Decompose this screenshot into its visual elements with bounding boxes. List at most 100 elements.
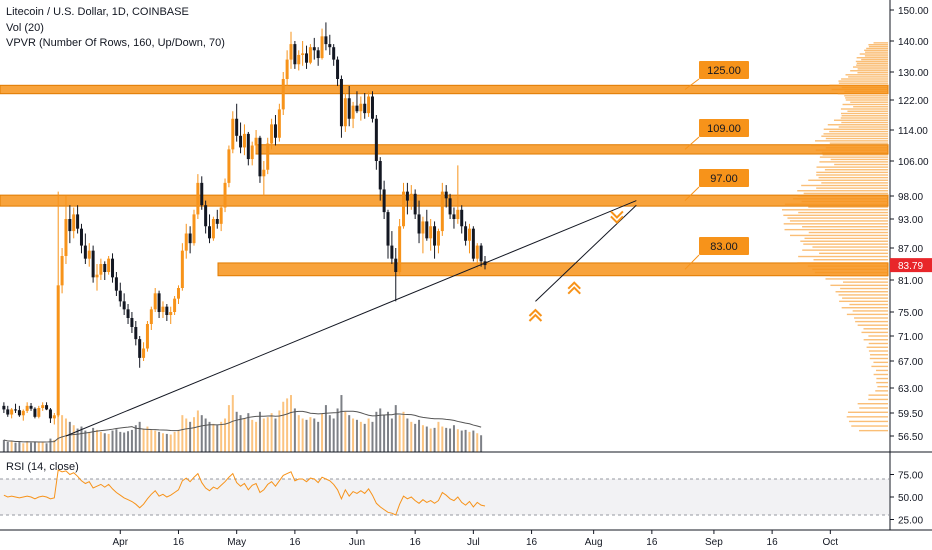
candle[interactable] [180, 243, 184, 291]
candle[interactable] [305, 45, 309, 69]
candle[interactable] [336, 56, 340, 87]
double-chevron-up-marker[interactable] [567, 281, 581, 295]
candle[interactable] [436, 228, 440, 254]
candle[interactable] [45, 402, 49, 411]
candle[interactable] [6, 405, 10, 417]
rsi-line[interactable] [3, 469, 486, 516]
rsi-indicator-label[interactable]: RSI (14, close) [6, 461, 79, 473]
candle[interactable] [413, 189, 417, 219]
candle[interactable] [235, 103, 239, 142]
candle[interactable] [316, 47, 320, 66]
candle[interactable] [134, 321, 138, 346]
candle[interactable] [29, 403, 33, 411]
candle[interactable] [157, 290, 161, 318]
candle[interactable] [165, 304, 169, 321]
candle[interactable] [161, 301, 165, 318]
candle[interactable] [374, 115, 378, 170]
candle[interactable] [394, 248, 398, 302]
candle[interactable] [421, 216, 425, 254]
candle[interactable] [204, 200, 208, 234]
candle[interactable] [118, 282, 122, 307]
level-label-83.00[interactable]: 83.00 [684, 237, 749, 270]
candle[interactable] [145, 321, 149, 352]
candle[interactable] [2, 402, 6, 413]
candle[interactable] [367, 91, 371, 117]
candle[interactable] [122, 293, 126, 315]
candle[interactable] [382, 180, 386, 219]
candle[interactable] [285, 50, 289, 86]
candle[interactable] [409, 185, 413, 210]
candle[interactable] [149, 306, 153, 330]
candle[interactable] [83, 233, 87, 265]
candle[interactable] [231, 111, 235, 154]
candle[interactable] [95, 264, 99, 291]
candle[interactable] [208, 214, 212, 244]
zone-83.00[interactable] [217, 262, 889, 277]
candle[interactable] [21, 409, 25, 421]
candle[interactable] [281, 72, 285, 115]
trendline-1[interactable] [65, 200, 637, 437]
candle[interactable] [91, 245, 95, 283]
candle[interactable] [363, 93, 367, 119]
candle[interactable] [262, 161, 266, 196]
candle[interactable] [258, 135, 262, 183]
candle[interactable] [277, 103, 281, 142]
candle[interactable] [448, 193, 452, 219]
candle[interactable] [405, 182, 409, 215]
candle[interactable] [460, 205, 464, 234]
candle[interactable] [169, 306, 173, 324]
candle[interactable] [138, 336, 142, 368]
candle[interactable] [188, 226, 192, 254]
candle[interactable] [211, 216, 215, 241]
candle[interactable] [48, 408, 52, 423]
candle[interactable] [398, 219, 402, 275]
candle[interactable] [351, 101, 355, 129]
candle[interactable] [467, 223, 471, 254]
double-chevron-down-marker[interactable] [610, 210, 624, 224]
candle[interactable] [142, 342, 146, 361]
candle[interactable] [250, 141, 254, 166]
candle[interactable] [56, 191, 60, 417]
zone-97.00[interactable] [0, 194, 889, 207]
candle[interactable] [126, 304, 130, 324]
candle[interactable] [297, 50, 301, 71]
candle[interactable] [308, 44, 312, 65]
zone-109.00[interactable] [255, 144, 889, 155]
candle[interactable] [456, 165, 460, 224]
candle[interactable] [107, 256, 111, 275]
candle[interactable] [25, 402, 29, 413]
candle[interactable] [390, 231, 394, 264]
candle[interactable] [239, 122, 243, 154]
candle[interactable] [200, 176, 204, 210]
candle[interactable] [452, 207, 456, 229]
candle[interactable] [429, 219, 433, 251]
candle[interactable] [130, 312, 134, 333]
candle[interactable] [270, 118, 274, 150]
volume-indicator-label[interactable]: Vol (20) [6, 22, 44, 34]
candle[interactable] [339, 75, 343, 138]
candle[interactable] [471, 226, 475, 262]
candle[interactable] [464, 221, 468, 246]
candle[interactable] [227, 145, 231, 188]
candle[interactable] [378, 157, 382, 201]
candle[interactable] [246, 131, 250, 166]
candle[interactable] [33, 407, 37, 419]
candle[interactable] [41, 402, 45, 411]
candle[interactable] [425, 209, 429, 241]
candle[interactable] [192, 209, 196, 246]
candle[interactable] [52, 413, 56, 425]
trendline-2[interactable] [535, 204, 637, 302]
candle[interactable] [176, 285, 180, 304]
candle[interactable] [417, 200, 421, 244]
candle[interactable] [332, 44, 336, 66]
candle[interactable] [184, 223, 188, 259]
zone-125.00[interactable] [0, 84, 889, 95]
candle[interactable] [72, 207, 76, 239]
candle[interactable] [37, 405, 41, 419]
candle[interactable] [475, 243, 479, 270]
candle[interactable] [64, 196, 68, 264]
double-chevron-up-marker[interactable] [528, 308, 543, 322]
candle[interactable] [370, 91, 374, 123]
candle[interactable] [68, 205, 72, 244]
candle[interactable] [10, 408, 14, 419]
